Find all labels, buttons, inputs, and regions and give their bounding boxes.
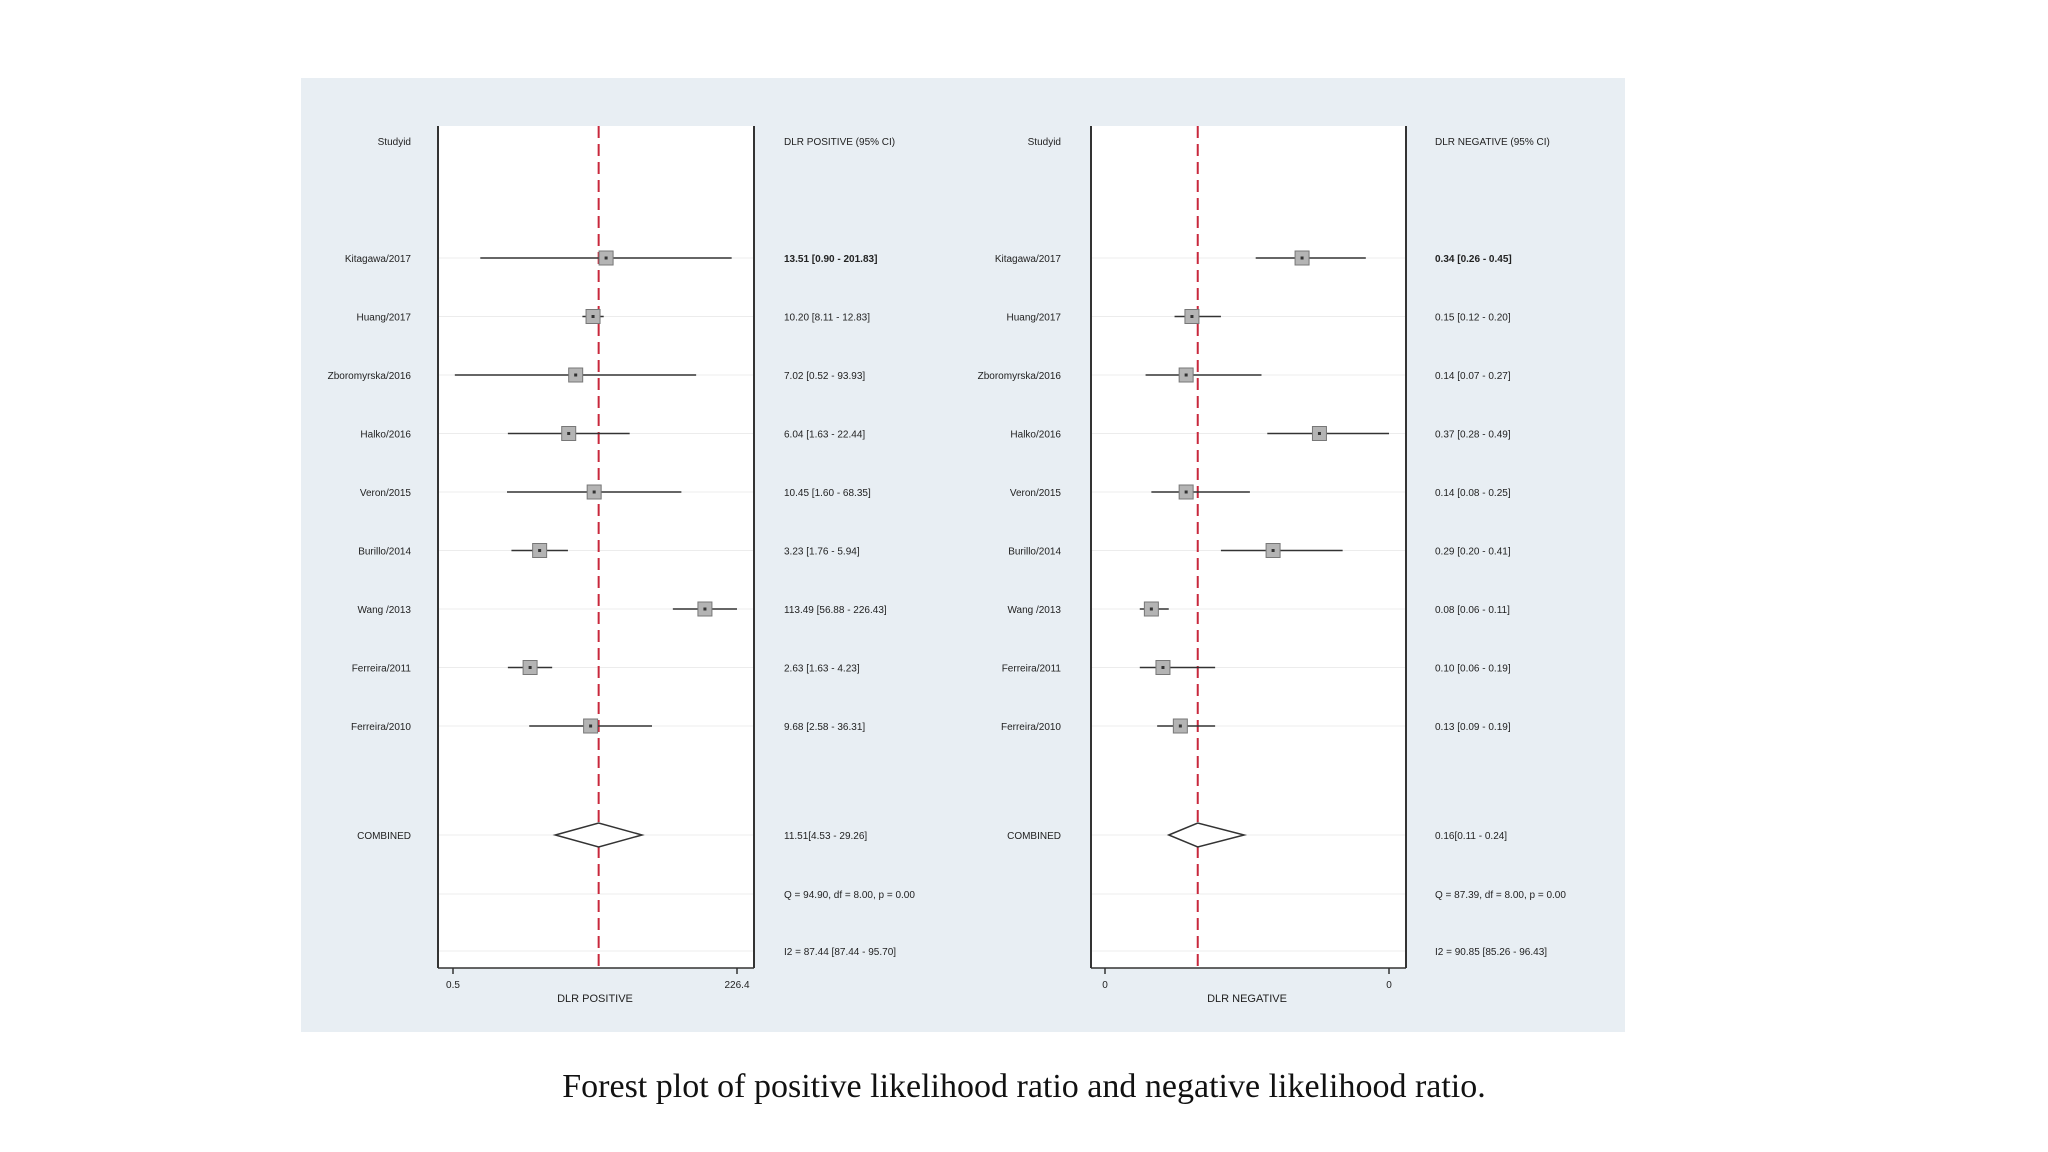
negative-q-statistic: Q = 87.39, df = 8.00, p = 0.00 — [1435, 890, 1566, 901]
positive-study-label: Veron/2015 — [360, 488, 412, 499]
negative-point-center — [1271, 549, 1275, 552]
positive-study-label: Wang /2013 — [357, 605, 411, 616]
negative-point-center — [1190, 315, 1194, 318]
positive-study-label: Burillo/2014 — [358, 547, 411, 558]
negative-point-center — [1149, 607, 1153, 611]
positive-estimate-label: 10.45 [1.60 - 68.35] — [784, 488, 871, 499]
negative-estimate-label: 0.37 [0.28 - 0.49] — [1435, 430, 1511, 441]
negative-point-center — [1184, 490, 1188, 494]
negative-study-label: Veron/2015 — [1010, 488, 1062, 499]
positive-point-center — [574, 373, 578, 377]
negative-study-label: Halko/2016 — [1010, 430, 1061, 441]
negative-estimate-label: 0.14 [0.08 - 0.25] — [1435, 488, 1511, 499]
negative-study-header: Studyid — [1028, 137, 1061, 148]
negative-study-label: Huang/2017 — [1007, 313, 1062, 324]
negative-point-center — [1161, 666, 1165, 669]
negative-study-label: Kitagawa/2017 — [995, 254, 1062, 265]
positive-combined-label: COMBINED — [357, 831, 411, 842]
negative-study-label: Wang /2013 — [1007, 605, 1061, 616]
positive-point-center — [567, 432, 571, 435]
positive-estimate-label: 9.68 [2.58 - 36.31] — [784, 722, 865, 733]
negative-point-center — [1300, 256, 1304, 260]
negative-estimate-label: 0.08 [0.06 - 0.11] — [1435, 605, 1510, 616]
negative-plot-area — [1091, 126, 1406, 968]
negative-estimate-label: 0.13 [0.09 - 0.19] — [1435, 722, 1511, 733]
positive-study-label: Huang/2017 — [357, 313, 412, 324]
negative-estimate-label: 0.14 [0.07 - 0.27] — [1435, 371, 1511, 382]
positive-i2-statistic: I2 = 87.44 [87.44 - 95.70] — [784, 947, 896, 958]
positive-combined-diamond — [552, 822, 645, 848]
negative-combined-label: COMBINED — [1007, 831, 1061, 842]
positive-estimate-label: 10.20 [8.11 - 12.83] — [784, 313, 870, 324]
positive-q-statistic: Q = 94.90, df = 8.00, p = 0.00 — [784, 890, 915, 901]
negative-estimate-label: 0.15 [0.12 - 0.20] — [1435, 313, 1511, 324]
negative-estimate-label: 0.34 [0.26 - 0.45] — [1435, 254, 1512, 265]
positive-point-center — [703, 607, 707, 611]
positive-study-label: Zboromyrska/2016 — [328, 371, 412, 382]
positive-estimate-label: 6.04 [1.63 - 22.44] — [784, 430, 865, 441]
negative-study-label: Burillo/2014 — [1008, 547, 1061, 558]
figure-caption: Forest plot of positive likelihood ratio… — [562, 1068, 1486, 1105]
negative-study-label: Zboromyrska/2016 — [978, 371, 1062, 382]
positive-estimate-header: DLR POSITIVE (95% CI) — [784, 137, 895, 148]
positive-point-center — [592, 490, 596, 494]
negative-x-tick-label: 0 — [1386, 980, 1392, 991]
positive-study-label: Halko/2016 — [360, 430, 411, 441]
positive-x-tick-label: 226.4 — [724, 980, 749, 991]
positive-x-tick-label: 0.5 — [446, 980, 460, 991]
positive-study-label: Kitagawa/2017 — [345, 254, 412, 265]
negative-study-label: Ferreira/2011 — [1002, 664, 1062, 675]
negative-estimate-label: 0.10 [0.06 - 0.19] — [1435, 664, 1511, 675]
negative-estimate-header: DLR NEGATIVE (95% CI) — [1435, 137, 1550, 148]
positive-x-axis-title: DLR POSITIVE — [557, 993, 633, 1005]
positive-point-center — [604, 256, 608, 260]
positive-estimate-label: 3.23 [1.76 - 5.94] — [784, 547, 860, 558]
negative-point-center — [1178, 724, 1182, 728]
negative-point-center — [1317, 432, 1321, 435]
positive-estimate-label: 13.51 [0.90 - 201.83] — [784, 254, 877, 265]
positive-study-label: Ferreira/2011 — [352, 664, 412, 675]
positive-point-center — [528, 666, 532, 669]
negative-point-center — [1184, 373, 1188, 377]
positive-combined-estimate: 11.51[4.53 - 29.26] — [784, 831, 867, 842]
positive-estimate-label: 113.49 [56.88 - 226.43] — [784, 605, 887, 616]
positive-estimate-label: 7.02 [0.52 - 93.93] — [784, 371, 865, 382]
positive-point-center — [538, 549, 542, 552]
negative-x-tick-label: 0 — [1102, 980, 1108, 991]
negative-combined-diamond — [1166, 822, 1248, 848]
negative-study-label: Ferreira/2010 — [1001, 722, 1061, 733]
negative-combined-estimate: 0.16[0.11 - 0.24] — [1435, 831, 1507, 842]
positive-estimate-label: 2.63 [1.63 - 4.23] — [784, 664, 860, 675]
positive-point-center — [589, 724, 593, 728]
figure-panel: Studyid DLR POSITIVE (95% CI) Kitagawa/201… — [301, 78, 1625, 1032]
positive-study-header: Studyid — [378, 137, 411, 148]
forest-plot-svg: Studyid DLR POSITIVE (95% CI) Kitagawa/201… — [328, 126, 1566, 1005]
negative-estimate-label: 0.29 [0.20 - 0.41] — [1435, 547, 1511, 558]
positive-point-center — [591, 315, 595, 318]
negative-x-axis-title: DLR NEGATIVE — [1207, 993, 1287, 1005]
positive-study-label: Ferreira/2010 — [351, 722, 411, 733]
negative-i2-statistic: I2 = 90.85 [85.26 - 96.43] — [1435, 947, 1547, 958]
